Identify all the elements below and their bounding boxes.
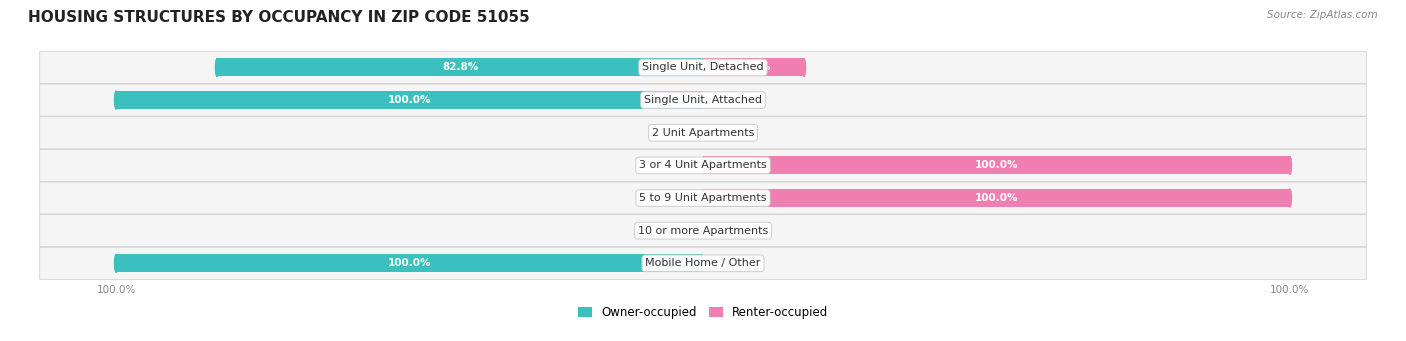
Text: 0.0%: 0.0% (721, 128, 747, 138)
Text: 100.0%: 100.0% (388, 258, 432, 268)
FancyBboxPatch shape (39, 247, 1367, 279)
Text: 10 or more Apartments: 10 or more Apartments (638, 226, 768, 236)
Text: 3 or 4 Unit Apartments: 3 or 4 Unit Apartments (640, 160, 766, 170)
Text: 0.0%: 0.0% (721, 258, 747, 268)
Text: HOUSING STRUCTURES BY OCCUPANCY IN ZIP CODE 51055: HOUSING STRUCTURES BY OCCUPANCY IN ZIP C… (28, 10, 530, 25)
Text: 0.0%: 0.0% (659, 160, 685, 170)
FancyBboxPatch shape (39, 182, 1367, 214)
Text: 100.0%: 100.0% (388, 95, 432, 105)
Text: Source: ZipAtlas.com: Source: ZipAtlas.com (1267, 10, 1378, 20)
Circle shape (1288, 189, 1292, 207)
Text: Single Unit, Detached: Single Unit, Detached (643, 62, 763, 73)
FancyBboxPatch shape (39, 51, 1367, 84)
Bar (703, 189, 1289, 207)
Text: Mobile Home / Other: Mobile Home / Other (645, 258, 761, 268)
Circle shape (114, 254, 118, 272)
Text: 0.0%: 0.0% (659, 128, 685, 138)
Bar (217, 59, 703, 76)
Bar (117, 91, 703, 109)
Text: Single Unit, Attached: Single Unit, Attached (644, 95, 762, 105)
FancyBboxPatch shape (39, 117, 1367, 149)
Text: 5 to 9 Unit Apartments: 5 to 9 Unit Apartments (640, 193, 766, 203)
Text: 2 Unit Apartments: 2 Unit Apartments (652, 128, 754, 138)
Circle shape (1288, 157, 1292, 174)
Text: 0.0%: 0.0% (721, 95, 747, 105)
Bar (703, 59, 804, 76)
Text: 17.2%: 17.2% (735, 62, 772, 73)
Text: 100.0%: 100.0% (974, 160, 1018, 170)
FancyBboxPatch shape (39, 84, 1367, 116)
Circle shape (215, 59, 219, 76)
Circle shape (114, 91, 118, 109)
Bar (117, 254, 703, 272)
Text: 82.8%: 82.8% (441, 62, 478, 73)
Text: 0.0%: 0.0% (659, 193, 685, 203)
Circle shape (803, 59, 806, 76)
FancyBboxPatch shape (39, 149, 1367, 181)
Text: 100.0%: 100.0% (974, 193, 1018, 203)
FancyBboxPatch shape (39, 215, 1367, 247)
Bar (703, 157, 1289, 174)
Text: 0.0%: 0.0% (659, 226, 685, 236)
Text: 0.0%: 0.0% (721, 226, 747, 236)
Legend: Owner-occupied, Renter-occupied: Owner-occupied, Renter-occupied (572, 301, 834, 324)
